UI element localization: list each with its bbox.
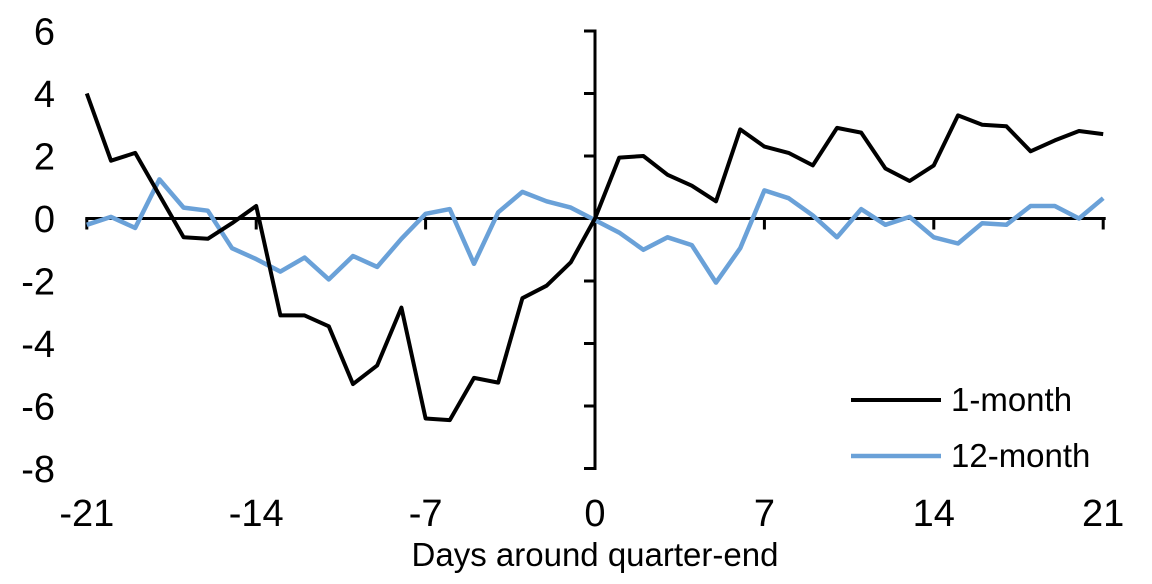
- y-tick-label: 2: [34, 136, 55, 178]
- y-tick-label: 6: [34, 11, 55, 53]
- x-tick-label: 0: [584, 493, 605, 535]
- x-tick-label: 7: [754, 493, 775, 535]
- y-tick-label: 4: [34, 74, 55, 116]
- y-tick-label: 0: [34, 199, 55, 241]
- x-tick-label: -14: [229, 493, 284, 535]
- x-tick-label: 21: [1082, 493, 1124, 535]
- x-tick-label: -7: [409, 493, 443, 535]
- y-tick-label: -6: [21, 386, 55, 428]
- series-lines: [84, 92, 1105, 423]
- series-line-1-month: [84, 92, 1104, 423]
- axis-tick-labels: -21 -14 -7 0 7 14 21 6 4 2 0 -2 -4 -6 -8: [21, 11, 1124, 535]
- y-tick-label: -4: [21, 324, 55, 366]
- y-tick-label: -8: [21, 449, 55, 491]
- y-tick-label: -2: [21, 261, 55, 303]
- x-axis-title: Days around quarter-end: [412, 536, 779, 573]
- legend: 1-month 12-month: [851, 381, 1090, 474]
- x-tick-label: -21: [59, 493, 114, 535]
- legend-label-1-month: 1-month: [951, 381, 1072, 418]
- x-tick-label: 14: [913, 493, 955, 535]
- legend-label-12-month: 12-month: [951, 437, 1090, 474]
